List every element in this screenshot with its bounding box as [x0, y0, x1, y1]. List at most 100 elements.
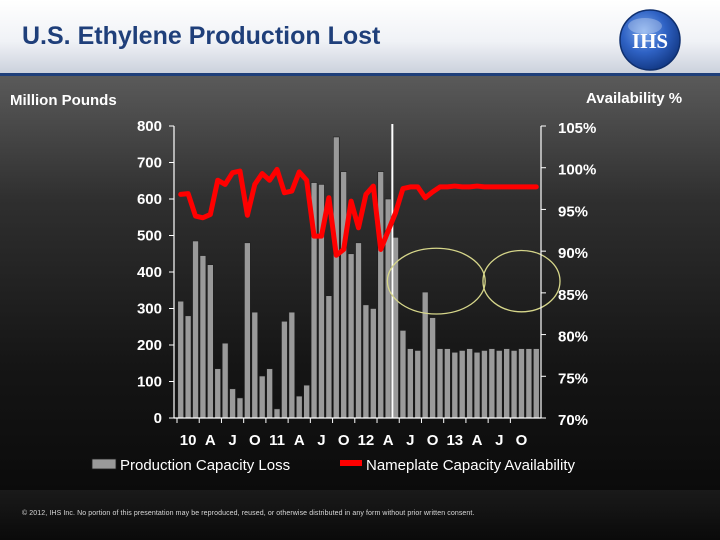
bar — [466, 348, 473, 419]
bar — [258, 375, 266, 419]
highlight-circles — [386, 247, 561, 315]
x-tick-label: A — [294, 432, 305, 449]
bar — [221, 342, 229, 419]
x-tick-label: J — [317, 432, 325, 449]
bar — [340, 171, 347, 419]
bar — [429, 317, 436, 419]
bar — [192, 240, 199, 419]
bar — [407, 348, 414, 419]
x-tick-label: O — [338, 432, 350, 449]
left-tick-label: 300 — [137, 301, 162, 318]
bar — [518, 348, 525, 419]
left-tick-label: 0 — [154, 410, 162, 427]
bar — [288, 311, 296, 419]
x-tick-label: 11 — [269, 432, 285, 449]
right-tick-label: 100% — [558, 162, 596, 179]
bar — [533, 348, 540, 419]
bar — [199, 255, 207, 419]
slide-footer: © 2012, IHS Inc. No portion of this pres… — [0, 490, 720, 540]
availability-line — [178, 166, 539, 258]
highlight-circle — [386, 247, 486, 315]
x-tick-label: 10 — [180, 432, 197, 449]
bar — [281, 320, 288, 419]
bar — [266, 368, 273, 419]
left-tick-label: 100 — [137, 374, 162, 391]
bar — [399, 330, 407, 419]
bar — [303, 384, 310, 419]
right-tick-label: 70% — [558, 412, 588, 429]
bar — [473, 351, 481, 419]
x-tick-label: O — [516, 432, 528, 449]
bar-series — [177, 136, 540, 419]
bar — [325, 295, 333, 419]
left-tick-label: 600 — [137, 191, 162, 208]
bar — [377, 171, 384, 419]
right-tick-label: 105% — [558, 120, 596, 137]
bar — [236, 397, 244, 419]
bar — [525, 348, 533, 419]
bar — [421, 291, 429, 419]
legend-swatch-line — [340, 460, 362, 466]
bar — [436, 348, 444, 419]
bar — [184, 315, 192, 419]
left-axis-title: Million Pounds — [10, 92, 117, 109]
x-tick-label: J — [228, 432, 236, 449]
bar — [414, 350, 422, 419]
x-tick-label: A — [383, 432, 394, 449]
x-tick-label: O — [427, 432, 439, 449]
right-tick-label: 75% — [558, 370, 588, 387]
bar — [244, 242, 251, 419]
bar — [495, 350, 503, 419]
slide-title: U.S. Ethylene Production Lost — [22, 22, 381, 50]
bar — [347, 253, 355, 419]
highlight-circle — [482, 249, 561, 313]
x-tick-label: O — [249, 432, 261, 449]
copyright-notice: © 2012, IHS Inc. No portion of this pres… — [22, 510, 475, 517]
bar — [207, 264, 214, 419]
bar — [488, 348, 496, 419]
right-tick-label: 90% — [558, 245, 588, 262]
x-tick-label: 12 — [358, 432, 375, 449]
header-divider — [0, 73, 720, 76]
left-tick-label: 800 — [137, 118, 162, 135]
bar — [229, 388, 236, 419]
bar — [177, 300, 184, 419]
right-axis-title: Availability % — [586, 90, 683, 107]
bar — [458, 350, 466, 419]
legend-label-bars: Production Capacity Loss — [120, 457, 290, 474]
right-tick-label: 85% — [558, 287, 588, 304]
axes: 800 700 600 500 400 300 200 100 0 105% 100% 95% 90% 8… — [137, 118, 596, 449]
left-tick-label: 700 — [137, 155, 162, 172]
right-tick-label: 95% — [558, 203, 588, 220]
x-tick-label: 13 — [446, 432, 463, 449]
left-tick-label: 500 — [137, 228, 162, 245]
bar — [214, 368, 222, 419]
bar — [355, 242, 362, 419]
chart-panel: Million Pounds Availability % 800 700 600 5… — [0, 76, 720, 490]
bar — [251, 311, 259, 419]
x-tick-label: J — [406, 432, 414, 449]
x-tick-label: A — [205, 432, 216, 449]
bar — [510, 350, 518, 419]
bar — [503, 348, 510, 419]
logo-text: IHS — [632, 29, 668, 53]
ihs-logo: IHS — [619, 9, 681, 71]
bar — [481, 350, 488, 419]
left-tick-label: 200 — [137, 337, 162, 354]
bar — [333, 136, 340, 419]
bar — [295, 395, 303, 419]
x-tick-label: J — [495, 432, 503, 449]
bar — [362, 304, 370, 419]
right-tick-label: 80% — [558, 329, 588, 346]
bar — [273, 408, 281, 419]
ethylene-chart: 800 700 600 500 400 300 200 100 0 105% 100% 95% 90% 8… — [91, 118, 596, 474]
line-series — [178, 166, 539, 258]
bar — [444, 348, 451, 419]
slide-header: U.S. Ethylene Production Lost IHS — [0, 0, 720, 75]
left-tick-label: 400 — [137, 264, 162, 281]
x-tick-label: A — [472, 432, 483, 449]
legend-label-line: Nameplate Capacity Availability — [366, 457, 575, 474]
bar — [451, 351, 459, 419]
legend: Production Capacity Loss Nameplate Capaci… — [91, 457, 575, 474]
